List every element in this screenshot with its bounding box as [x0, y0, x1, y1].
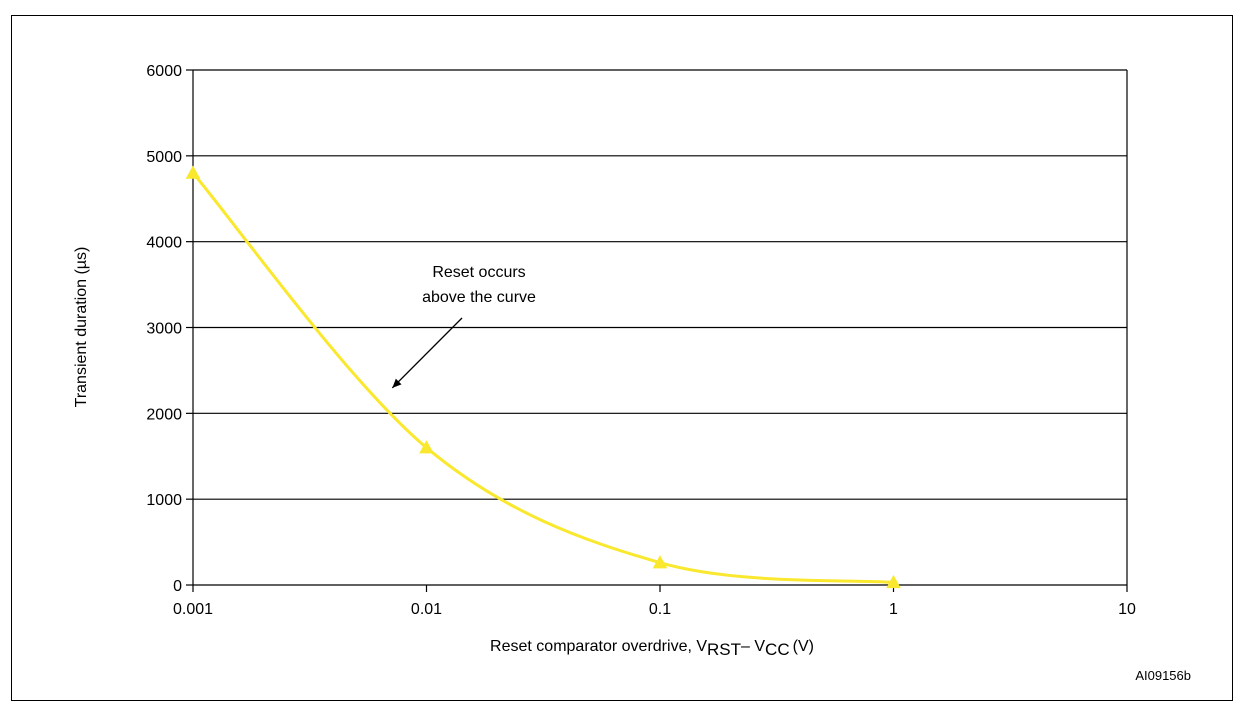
- x-tick-label: 0.001: [173, 601, 213, 618]
- x-axis-label: Reset comparator overdrive, VRST– VCC (V): [490, 638, 814, 659]
- annotation-arrow: [391, 317, 463, 389]
- markers: [185, 165, 901, 589]
- y-tick-labels: 0 1000 2000 3000 4000 5000 6000: [146, 63, 182, 595]
- x-tick-label: 10: [1118, 601, 1136, 618]
- data-point: [185, 165, 201, 179]
- x-axis-label-sub-rst: RST: [707, 640, 741, 659]
- y-tick-label: 3000: [146, 321, 182, 338]
- x-axis-label-sub-cc: CC: [765, 640, 790, 659]
- data-point: [886, 574, 901, 589]
- figure-id: AI09156b: [1135, 668, 1191, 683]
- y-tick-label: 6000: [146, 63, 182, 80]
- x-axis-label-suffix: (V): [793, 638, 814, 655]
- data-point: [419, 440, 434, 454]
- y-tick-label: 5000: [146, 149, 182, 166]
- y-tick-label: 2000: [146, 406, 182, 423]
- series-line: [191, 172, 894, 584]
- data-point: [652, 555, 668, 569]
- axes: [186, 69, 1128, 592]
- gridlines: [193, 69, 1127, 500]
- y-tick-label: 0: [173, 578, 182, 595]
- series: [191, 172, 894, 584]
- y-tick-label: 4000: [146, 235, 182, 252]
- annotation: Reset occurs above the curve: [391, 264, 536, 389]
- x-tick-labels: 0.001 0.01 0.1 1 10: [173, 601, 1136, 618]
- y-axis-label: Transient duration (µs): [73, 247, 90, 408]
- figure-frame: [11, 15, 1233, 701]
- x-tick-label: 0.01: [411, 601, 442, 618]
- annotation-line: Reset occurs: [432, 264, 525, 281]
- x-tick-label: 0.1: [649, 601, 671, 618]
- annotation-line: above the curve: [422, 289, 536, 306]
- x-tick-label: 1: [889, 601, 898, 618]
- x-axis-label-middle: – V: [741, 638, 765, 655]
- x-axis-label-prefix: Reset comparator overdrive, V: [490, 638, 707, 655]
- y-tick-label: 1000: [146, 492, 182, 509]
